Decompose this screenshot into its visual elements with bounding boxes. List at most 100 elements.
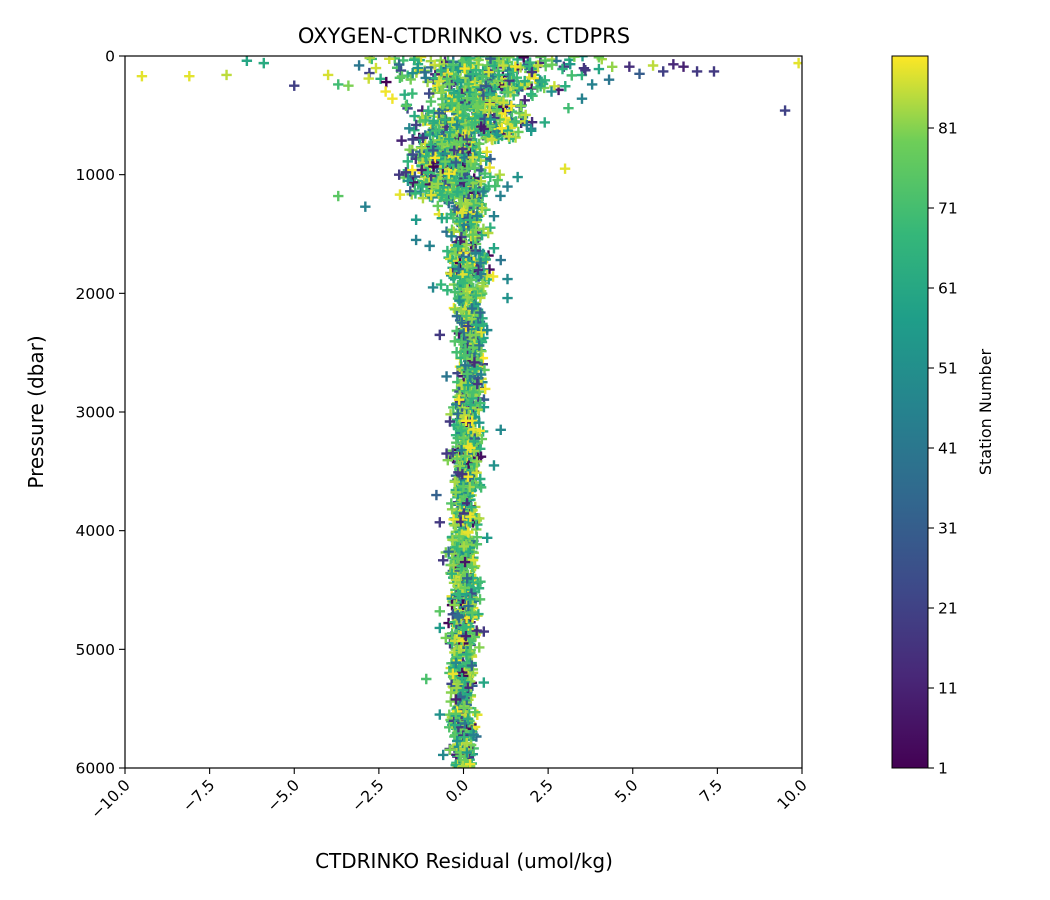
- data-point: [458, 481, 469, 492]
- data-point: [393, 169, 405, 180]
- data-point: [498, 60, 509, 71]
- data-point: [435, 65, 447, 76]
- data-point: [457, 278, 469, 289]
- data-point: [483, 66, 494, 78]
- data-point: [491, 105, 503, 116]
- data-point: [511, 72, 523, 83]
- data-point: [458, 432, 469, 443]
- data-point: [441, 73, 453, 84]
- data-point: [467, 342, 479, 353]
- data-point: [525, 88, 537, 100]
- data-point: [466, 314, 478, 325]
- data-point: [456, 136, 467, 148]
- data-point: [475, 307, 486, 318]
- data-point: [429, 152, 441, 164]
- data-point: [576, 93, 588, 104]
- data-point: [487, 134, 498, 146]
- data-point: [475, 473, 486, 485]
- data-point: [495, 254, 506, 266]
- data-point: [466, 303, 478, 314]
- data-point: [484, 99, 495, 110]
- data-point: [513, 81, 525, 92]
- data-point: [481, 532, 493, 543]
- data-point: [463, 527, 474, 538]
- data-point: [452, 408, 464, 420]
- data-point: [462, 471, 474, 482]
- data-point: [454, 295, 465, 306]
- data-point: [498, 97, 509, 108]
- data-point: [423, 88, 435, 99]
- data-point: [566, 70, 577, 81]
- data-point: [465, 442, 476, 453]
- data-point: [494, 114, 505, 125]
- x-axis: −10.0 −7.5 −5.0 −2.5 0.0 2.5 5.0 7.5 10.0: [88, 768, 811, 822]
- data-point: [436, 138, 448, 150]
- data-point: [475, 576, 486, 587]
- data-point: [452, 735, 463, 747]
- data-point: [445, 696, 456, 707]
- data-point: [461, 658, 472, 669]
- data-point: [450, 708, 461, 720]
- data-point: [457, 207, 468, 218]
- y-tick-label: 3000: [76, 404, 115, 422]
- data-point: [466, 119, 478, 130]
- data-point: [510, 61, 521, 72]
- data-point: [456, 672, 468, 684]
- data-point: [467, 262, 478, 274]
- data-point: [462, 379, 474, 391]
- colorbar-label: Station Number: [976, 348, 995, 475]
- data-point: [432, 178, 444, 189]
- data-point: [593, 56, 605, 63]
- data-point: [485, 171, 496, 182]
- data-point: [578, 62, 590, 74]
- data-point: [461, 747, 473, 758]
- data-point: [593, 63, 605, 75]
- data-point: [502, 181, 513, 192]
- data-point: [448, 272, 459, 284]
- data-point: [504, 56, 515, 63]
- data-point: [580, 65, 591, 76]
- data-point: [370, 62, 382, 74]
- data-point: [448, 88, 460, 99]
- data-point: [462, 212, 473, 224]
- data-point: [526, 66, 538, 78]
- data-point: [452, 186, 463, 198]
- data-point: [427, 282, 439, 293]
- data-point: [416, 164, 428, 176]
- data-point: [441, 371, 452, 382]
- data-point: [546, 59, 558, 70]
- data-point: [488, 243, 500, 254]
- data-point: [495, 190, 506, 202]
- data-point: [469, 357, 480, 368]
- data-point: [449, 599, 460, 611]
- data-point: [507, 66, 519, 77]
- data-point: [563, 103, 574, 114]
- data-point: [184, 70, 195, 82]
- data-point: [460, 415, 472, 427]
- data-point: [434, 60, 446, 71]
- data-point: [465, 511, 476, 522]
- data-point: [404, 123, 415, 134]
- y-axis: 0 1000 2000 3000 4000 5000 6000: [76, 48, 125, 778]
- data-point: [473, 98, 484, 110]
- data-point: [461, 737, 473, 749]
- data-point: [475, 397, 486, 409]
- data-point: [456, 336, 467, 348]
- data-point: [458, 541, 470, 552]
- data-point: [428, 118, 439, 129]
- data-point: [470, 329, 481, 341]
- data-point: [426, 190, 437, 201]
- data-point: [467, 152, 479, 163]
- data-point: [473, 340, 485, 351]
- data-point: [451, 453, 463, 464]
- data-point: [258, 57, 269, 69]
- data-point: [470, 319, 482, 331]
- data-point: [136, 70, 148, 82]
- data-point: [443, 546, 454, 557]
- data-point: [427, 192, 438, 203]
- data-point: [462, 261, 473, 272]
- data-point: [458, 110, 469, 121]
- data-point: [603, 74, 615, 85]
- data-point: [468, 424, 479, 435]
